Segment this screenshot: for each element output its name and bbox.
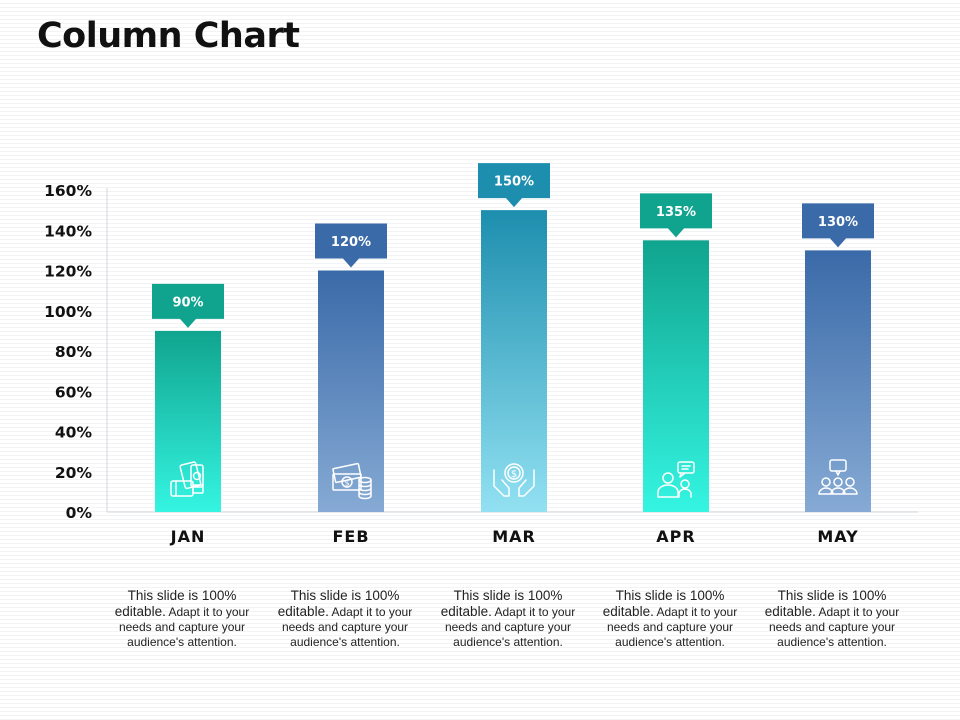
description-lead: This slide is 100% editable. <box>114 588 237 619</box>
description-text: This slide is 100% editable. Adapt it to… <box>438 588 578 650</box>
bar-group-may: 130% MAY <box>802 203 874 546</box>
svg-text:$: $ <box>344 479 349 488</box>
x-tick-label: FEB <box>332 527 369 546</box>
svg-text:$: $ <box>511 469 517 480</box>
y-tick-label: 0% <box>66 504 93 522</box>
team-chat-icon <box>818 459 858 495</box>
bar[interactable] <box>643 240 709 512</box>
description-text: This slide is 100% editable. Adapt it to… <box>600 588 740 650</box>
y-tick-label: 100% <box>44 303 92 321</box>
bar[interactable] <box>155 330 221 512</box>
y-tick-label: 60% <box>55 383 93 401</box>
description-body: Adapt it to your needs and capture your … <box>768 605 900 649</box>
cash-coins-icon: $ <box>332 462 372 500</box>
x-tick-label: MAR <box>492 527 536 546</box>
hands-dollar-icon: $ <box>493 463 535 497</box>
y-tick-label: 140% <box>44 222 92 240</box>
data-label-badge <box>478 163 550 208</box>
data-label-badge <box>802 203 874 248</box>
x-tick-label: APR <box>656 527 695 546</box>
description-body: Adapt it to your needs and capture your … <box>606 605 738 649</box>
data-label: 90% <box>172 295 203 310</box>
description-lead: This slide is 100% editable. <box>764 588 887 619</box>
description-lead: This slide is 100% editable. <box>440 588 563 619</box>
bar-group-feb: $120% FEB <box>315 223 387 546</box>
description-text: This slide is 100% editable. Adapt it to… <box>762 588 902 650</box>
data-label: 135% <box>656 205 696 220</box>
bar[interactable] <box>481 210 547 512</box>
description-text: This slide is 100% editable. Adapt it to… <box>112 588 252 650</box>
y-tick-label: 40% <box>55 424 93 442</box>
bar[interactable] <box>318 270 384 513</box>
data-label: 130% <box>818 215 858 230</box>
money-wallet-icon <box>170 461 204 497</box>
page-title: Column Chart <box>37 16 300 56</box>
bar-group-jan: 90% JAN <box>152 283 224 546</box>
data-label-badge <box>640 193 712 238</box>
x-tick-label: MAY <box>817 527 858 546</box>
y-tick-label: 120% <box>44 263 92 281</box>
bar[interactable] <box>805 250 871 512</box>
chat-person-icon <box>657 461 695 498</box>
bar-group-apr: 135% APR <box>640 193 712 546</box>
description-lead: This slide is 100% editable. <box>602 588 725 619</box>
description-lead: This slide is 100% editable. <box>277 588 400 619</box>
description-text: This slide is 100% editable. Adapt it to… <box>275 588 415 650</box>
description-body: Adapt it to your needs and capture your … <box>118 605 250 649</box>
y-tick-label: 20% <box>55 464 93 482</box>
y-tick-label: 160% <box>44 182 92 200</box>
data-label-badge <box>315 223 387 268</box>
description-body: Adapt it to your needs and capture your … <box>444 605 576 649</box>
column-chart: 0% 20% 40% 60% 80% 100% 120% 140% 160% 90% JAN $12… <box>44 163 918 546</box>
data-label: 150% <box>494 175 534 190</box>
description-body: Adapt it to your needs and capture your … <box>281 605 413 649</box>
data-label-badge <box>152 283 224 328</box>
x-tick-label: JAN <box>170 527 206 546</box>
y-tick-label: 80% <box>55 343 93 361</box>
bar-group-mar: $150% MAR <box>478 163 550 546</box>
data-label: 120% <box>331 235 371 250</box>
